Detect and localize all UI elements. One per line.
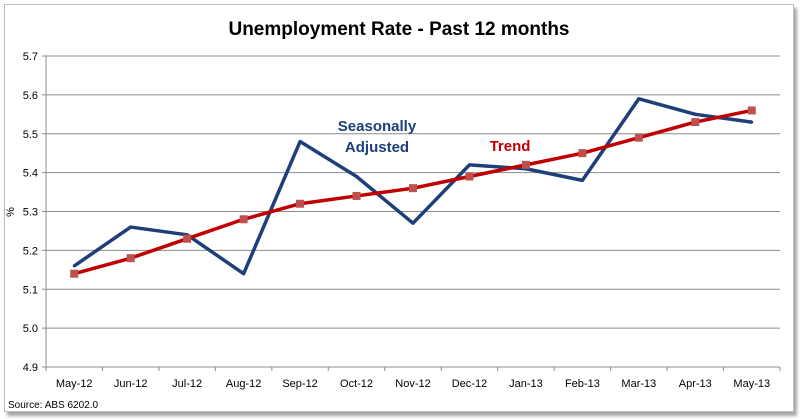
chart-title: Unemployment Rate - Past 12 months bbox=[228, 19, 570, 40]
data-point-trend bbox=[239, 215, 248, 224]
series-layer bbox=[70, 97, 756, 278]
y-tick-label: 5.7 bbox=[23, 51, 38, 63]
y-tick-label: 5.5 bbox=[23, 129, 38, 141]
data-point-trend bbox=[747, 106, 756, 115]
source-note: Source: ABS 6202.0 bbox=[8, 400, 99, 411]
y-tick-label: 5.4 bbox=[23, 168, 38, 180]
data-point-trend bbox=[296, 199, 305, 208]
data-point-trend bbox=[183, 234, 192, 243]
x-tick-label: Dec-12 bbox=[452, 378, 487, 390]
y-axis-label: % bbox=[5, 207, 17, 217]
x-axis-ticks: May-12 Jun-12 Jul-12 Aug-12 Sep-12 Oct-12 Nov-… bbox=[45, 367, 781, 390]
y-axis-ticks: 4.9 5.0 5.1 5.2 5.3 5.4 5.5 5.6 5.7 bbox=[23, 51, 46, 374]
x-tick-label: Jul-12 bbox=[172, 378, 202, 390]
data-point-trend bbox=[691, 118, 700, 127]
data-point-seasonally-adjusted bbox=[298, 140, 302, 144]
data-point-trend bbox=[521, 160, 530, 169]
data-point-trend bbox=[70, 269, 79, 278]
x-tick-label: May-13 bbox=[733, 378, 770, 390]
data-point-seasonally-adjusted bbox=[637, 97, 641, 101]
x-tick-label: Feb-13 bbox=[565, 378, 600, 390]
x-tick-label: Sep-12 bbox=[282, 378, 317, 390]
series-label-trend: Trend bbox=[490, 138, 531, 155]
data-point-trend bbox=[126, 254, 135, 263]
data-point-seasonally-adjusted bbox=[750, 120, 754, 124]
y-tick-label: 5.3 bbox=[23, 207, 38, 219]
data-point-seasonally-adjusted bbox=[72, 264, 76, 268]
data-point-seasonally-adjusted bbox=[129, 225, 133, 229]
data-point-seasonally-adjusted bbox=[580, 178, 584, 182]
series-label-line: Adjusted bbox=[345, 139, 409, 156]
data-point-seasonally-adjusted bbox=[242, 272, 246, 276]
x-tick-label: May-12 bbox=[56, 378, 93, 390]
y-tick-label: 5.6 bbox=[23, 90, 38, 102]
data-point-trend bbox=[578, 149, 587, 158]
x-tick-label: Oct-12 bbox=[340, 378, 373, 390]
axes bbox=[45, 56, 780, 368]
x-tick-label: Jun-12 bbox=[114, 378, 148, 390]
x-tick-label: Aug-12 bbox=[226, 378, 261, 390]
y-tick-label: 5.1 bbox=[23, 284, 38, 296]
data-point-trend bbox=[352, 191, 361, 200]
y-tick-label: 5.2 bbox=[23, 245, 38, 257]
gridlines bbox=[46, 55, 780, 368]
x-tick-label: Jan-13 bbox=[509, 378, 543, 390]
data-point-trend bbox=[634, 133, 643, 142]
x-tick-label: Apr-13 bbox=[679, 378, 712, 390]
data-point-seasonally-adjusted bbox=[411, 221, 415, 225]
data-point-seasonally-adjusted bbox=[355, 175, 359, 179]
x-tick-label: Nov-12 bbox=[395, 378, 430, 390]
data-point-trend bbox=[465, 172, 474, 181]
data-point-seasonally-adjusted bbox=[467, 163, 471, 167]
y-tick-label: 5.0 bbox=[23, 323, 38, 335]
chart-frame: Unemployment Rate - Past 12 months bbox=[4, 4, 794, 412]
series-label-line: Seasonally bbox=[338, 118, 417, 135]
series-label-seasonally-adjusted: Seasonally Adjusted bbox=[338, 118, 417, 156]
data-point-seasonally-adjusted bbox=[693, 112, 697, 116]
y-tick-label: 4.9 bbox=[23, 362, 38, 374]
x-tick-label: Mar-13 bbox=[621, 378, 656, 390]
data-point-trend bbox=[409, 184, 417, 193]
